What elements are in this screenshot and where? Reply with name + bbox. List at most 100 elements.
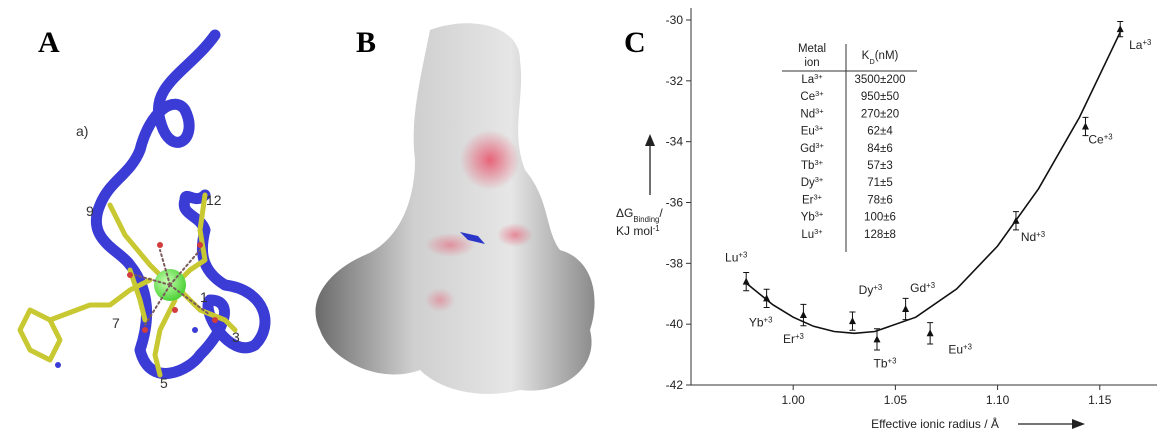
y-axis-label-part: / [659, 206, 663, 220]
y-axis-label-part: -1 [653, 224, 660, 233]
surface [315, 23, 595, 394]
y-axis-label-part: KJ mol [616, 224, 653, 238]
x-tick-label: 1.00 [782, 393, 806, 407]
table-cell: 84±6 [867, 143, 893, 155]
table-cell-part: 3+ [813, 192, 822, 201]
residue-label: 3 [232, 329, 240, 345]
point-label: Tb+3 [874, 356, 897, 371]
point-label-part: +3 [1142, 38, 1151, 47]
table-header: KD(nM) [862, 50, 899, 66]
table-cell: Nd3+ [800, 106, 823, 121]
point-label-part: +3 [1104, 132, 1113, 141]
y-tick-label: -40 [666, 317, 684, 331]
x-tick-label: 1.15 [1088, 393, 1112, 407]
table-cell-part: 3+ [815, 175, 824, 184]
table-cell-part: 3+ [814, 72, 823, 81]
point-label-part: Dy [859, 283, 874, 297]
y-axis-label-part: Binding [633, 215, 659, 224]
table-cell: 270±20 [861, 108, 899, 120]
table-cell: 78±6 [867, 194, 893, 206]
y-tick-label: -36 [666, 196, 684, 210]
table-cell-part: 3+ [815, 209, 824, 218]
point [902, 304, 910, 312]
table-cell-part: La [801, 74, 814, 86]
x-tick-label: 1.05 [884, 393, 908, 407]
table-cell-part: Dy [801, 177, 815, 189]
table-cell-part: Tb [801, 160, 814, 172]
point-label-part: +3 [963, 342, 972, 351]
table-cell: 62±4 [867, 126, 893, 138]
table-cell: 100±6 [864, 212, 896, 224]
point-label-part: La [1129, 38, 1143, 52]
structure [17, 29, 271, 379]
point-label: Er+3 [783, 332, 804, 347]
table-cell-part: Ce [800, 91, 815, 103]
y-tick-label: -32 [666, 74, 684, 88]
point [873, 335, 881, 343]
point-label: Dy+3 [859, 283, 883, 298]
y-axis-label-part: ΔG [616, 206, 633, 220]
point-label-part: Er [783, 332, 795, 346]
table-cell: Yb3+ [801, 209, 824, 224]
y-axis-label: ΔGBinding/ [616, 206, 663, 224]
table-header: Metal [798, 43, 826, 55]
table-cell-part: Lu [801, 229, 814, 241]
point-label-part: Lu [725, 251, 738, 265]
table-header-part: (nM) [875, 50, 899, 62]
table-cell: 57±3 [867, 160, 893, 172]
point-label: La+3 [1129, 38, 1151, 53]
panel-label: A [38, 26, 60, 59]
table-cell: Gd3+ [800, 140, 824, 155]
table-cell-part: 3+ [815, 140, 824, 149]
point-label-part: +3 [764, 315, 773, 324]
point-label: Eu+3 [948, 342, 972, 357]
point-label-part: +3 [888, 356, 897, 365]
point-label-part: Nd [1021, 230, 1036, 244]
table-cell: 128±8 [864, 229, 896, 241]
point [926, 329, 934, 337]
fit-curve [745, 31, 1121, 335]
point-label-part: +3 [795, 332, 804, 341]
y-tick-label: -34 [666, 135, 684, 149]
point [848, 317, 856, 325]
table-header-part: K [862, 50, 870, 62]
table-cell-part: 3+ [814, 226, 823, 235]
residue-label: 9 [86, 203, 94, 219]
table-cell: Dy3+ [801, 175, 824, 190]
table-cell-part: 3+ [815, 106, 824, 115]
structure-tag: a) [76, 123, 88, 139]
table-cell: 71±5 [867, 177, 893, 189]
point-label-part: +3 [1036, 229, 1045, 238]
table-cell: Tb3+ [801, 158, 823, 173]
point [742, 277, 750, 285]
arrowhead [1072, 419, 1085, 429]
point [763, 294, 771, 302]
residue-label: 7 [112, 315, 120, 331]
point-label: Yb+3 [749, 315, 773, 330]
point-label-part: +3 [738, 250, 747, 259]
table-cell-part: Gd [800, 143, 815, 155]
point-label: Nd+3 [1021, 229, 1045, 244]
table-cell: 3500±200 [854, 74, 905, 86]
table-cell-part: 3+ [814, 158, 823, 167]
residue-label: 12 [206, 192, 222, 208]
point-label: Ce+3 [1088, 132, 1112, 147]
table-cell: Eu3+ [801, 123, 824, 138]
x-axis-label: Effective ionic radius / Å [871, 416, 999, 431]
point-label-part: Tb [874, 356, 888, 370]
point [799, 311, 807, 319]
table-cell-part: 3+ [815, 123, 824, 132]
table-cell: Er3+ [802, 192, 822, 207]
table-cell-part: Nd [800, 108, 815, 120]
panel-label: C [624, 26, 646, 59]
table-header-part: D [869, 57, 875, 66]
y-tick-label: -38 [666, 256, 684, 270]
table-cell: Lu3+ [801, 226, 822, 241]
table-cell: 950±50 [861, 91, 899, 103]
arrowhead [645, 134, 655, 146]
table-cell-part: Er [802, 194, 814, 206]
point-label-part: Yb [749, 315, 764, 329]
point-label-part: Gd [910, 281, 926, 295]
table-cell-part: Eu [801, 126, 815, 138]
point-label: Gd+3 [910, 280, 935, 295]
